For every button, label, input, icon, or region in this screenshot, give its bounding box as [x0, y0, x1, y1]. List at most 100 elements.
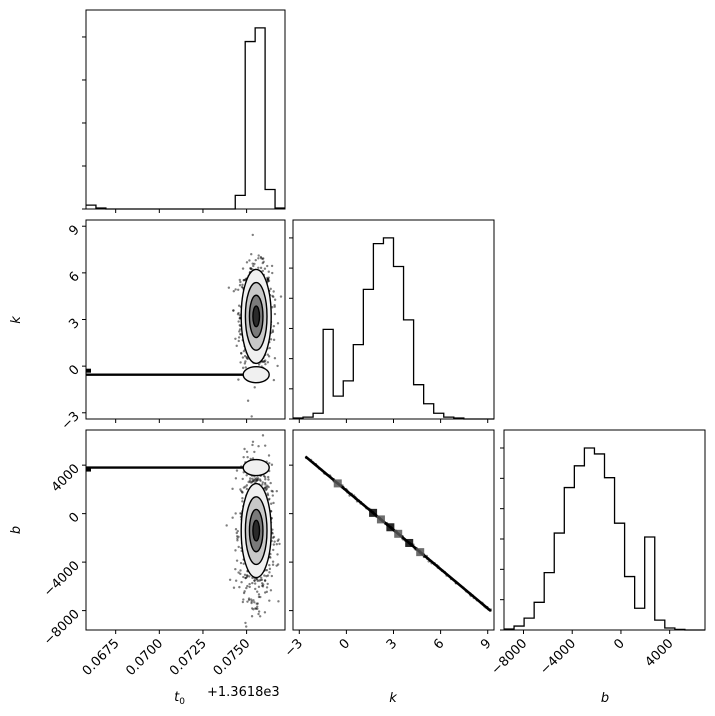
t0-k-point: [248, 259, 251, 262]
t0-b-point: [259, 576, 263, 579]
t0-b-point: [272, 548, 275, 552]
t0-k-point: [238, 330, 241, 333]
t0-b-point: [271, 536, 275, 539]
t0-b-point: [263, 481, 267, 485]
t0-k-point: [266, 264, 269, 268]
t0-k-point: [232, 290, 236, 293]
t0-b-point: [272, 501, 275, 505]
t0-b-point: [248, 582, 251, 586]
t0-b-point: [234, 477, 238, 480]
t0-b-point: [239, 561, 243, 565]
t0-k-point: [271, 271, 274, 275]
t0-b-point: [261, 481, 265, 484]
t0-b-point: [249, 477, 252, 480]
t0-k-point: [237, 336, 241, 339]
t0-k-point: [262, 257, 265, 260]
t0-b-point: [250, 600, 253, 603]
t0-k-point: [267, 355, 271, 358]
t0-k-point: [263, 267, 267, 270]
t0-k-point: [273, 356, 277, 360]
t0-k-point: [261, 269, 265, 273]
t0-b-point: [257, 610, 261, 613]
axis-offset-label-t0: +1.3618e3: [207, 685, 280, 700]
t0-b-point: [236, 539, 239, 542]
t0-b-point: [246, 584, 249, 588]
t0-b-point: [255, 577, 258, 581]
t0-k-point: [257, 257, 260, 260]
panel-k-vs-b: [292, 429, 495, 631]
t0-k-point: [241, 366, 245, 370]
t0-b-point: [234, 528, 238, 531]
hist-step-k: [293, 237, 494, 420]
t0-b-point: [250, 598, 253, 601]
t0-k-point: [276, 364, 279, 368]
t0-k-point: [269, 338, 273, 341]
t0-b-point: [245, 474, 248, 477]
t0-b-point: [234, 567, 237, 571]
t0-b-point: [231, 487, 234, 491]
t0-b-point: [268, 563, 271, 567]
t0-k-point: [259, 266, 263, 270]
t0-b-point: [251, 477, 254, 481]
t0-b-point: [271, 494, 274, 497]
t0-b-point: [275, 489, 278, 493]
t0-k-secondary-contour: [242, 365, 270, 384]
t0-k-point: [272, 338, 276, 342]
t0-b-point: [257, 593, 261, 596]
t0-b-point: [261, 434, 265, 437]
t0-b-point: [254, 607, 258, 610]
t0-b-point: [235, 559, 239, 562]
t0-k-point: [251, 233, 254, 237]
t0-b-point: [243, 447, 246, 451]
t0-k-point: [234, 288, 237, 291]
t0-b-point: [249, 481, 252, 484]
t0-k-point: [241, 283, 244, 287]
t0-k-point: [272, 324, 276, 328]
t0-b-point: [231, 516, 234, 519]
t0-b-point: [271, 563, 275, 566]
t0-b-point: [270, 463, 274, 466]
t0-b-point: [248, 575, 251, 578]
t0-k-point: [242, 279, 245, 282]
t0-k-point: [238, 284, 242, 287]
t0-b-point: [240, 580, 243, 584]
k-b-contour-blob-4: [394, 529, 403, 538]
t0-b-point: [236, 529, 239, 533]
t0-b-point: [237, 571, 240, 574]
t0-b-point: [265, 586, 269, 589]
t0-b-point: [245, 487, 249, 491]
t0-k-point: [273, 305, 276, 308]
t0-k-point: [238, 324, 241, 327]
tick-marks: [82, 36, 671, 634]
t0-k-point: [257, 266, 260, 269]
t0-k-point: [232, 309, 235, 312]
t0-b-point: [270, 489, 273, 493]
t0-b-floor-marker: [86, 466, 91, 472]
t0-b-point: [263, 579, 267, 582]
t0-k-point: [268, 346, 271, 350]
t0-b-point: [253, 450, 256, 454]
t0-b-point: [246, 600, 249, 603]
t0-b-point: [266, 484, 269, 488]
t0-k-point: [279, 295, 283, 298]
t0-k-point: [257, 363, 261, 366]
t0-b-point: [256, 477, 260, 480]
t0-b-point: [238, 585, 241, 589]
k-b-contour-blob-2: [376, 515, 385, 524]
t0-b-point: [259, 578, 262, 582]
t0-k-point: [237, 311, 240, 315]
t0-b-point: [278, 542, 281, 546]
t0-b-point: [254, 587, 257, 591]
t0-k-point: [269, 287, 272, 291]
t0-b-point: [263, 574, 266, 577]
t0-k-point: [276, 322, 280, 325]
t0-b-point: [225, 524, 228, 527]
t0-b-point: [259, 479, 262, 483]
t0-b-point: [266, 492, 269, 495]
t0-b-point: [252, 479, 255, 483]
t0-b-point: [241, 477, 244, 481]
t0-b-point: [276, 553, 279, 556]
t0-b-point: [263, 591, 267, 594]
